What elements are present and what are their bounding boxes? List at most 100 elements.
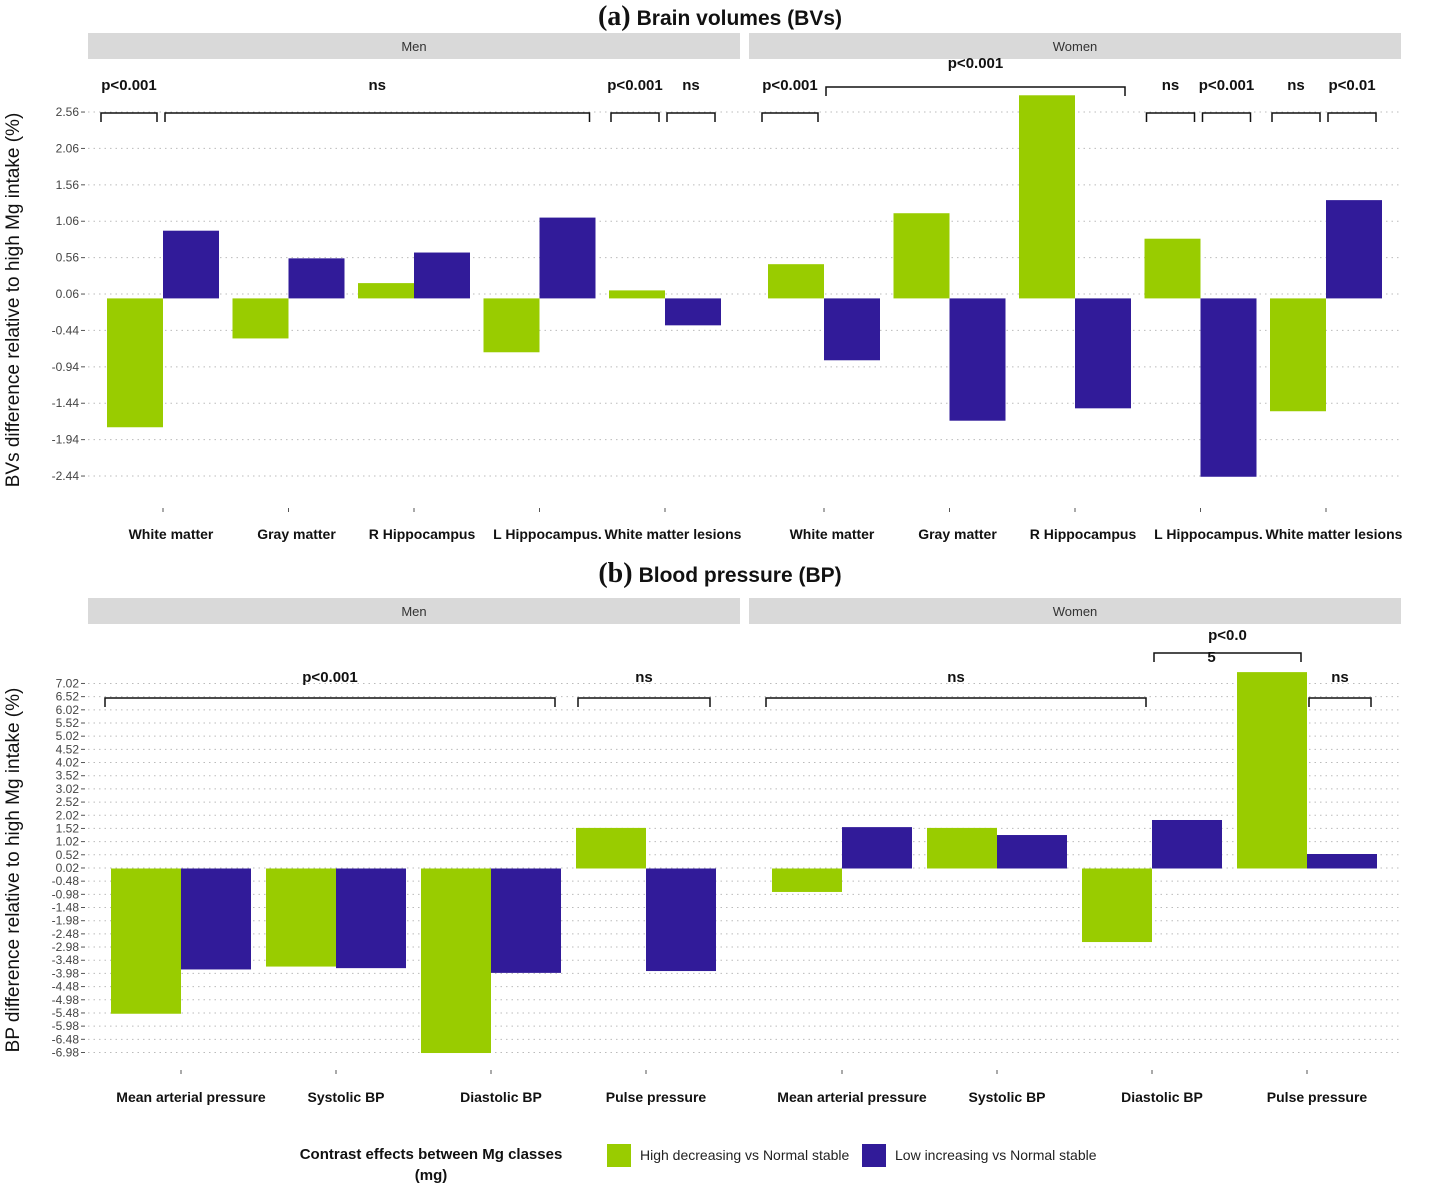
bar-low-increasing [1307,854,1377,869]
panel-b: (b) Blood pressure (BP) BP difference rela… [3,558,1401,1105]
y-tick-label: 0.52 [56,848,80,862]
significance-label: p<0.001 [1199,77,1254,94]
significance-bracket [1153,652,1302,662]
facet-label: Women [1053,39,1098,54]
panel-title-text: Blood pressure (BP) [639,564,842,587]
y-tick-label: 6.52 [56,690,80,704]
y-tick-label: 4.02 [56,756,80,770]
facet-label: Women [1053,604,1098,619]
y-tick-label: -6.48 [52,1032,80,1046]
significance-bracket [164,112,591,122]
significance-label: ns [635,669,653,686]
y-tick-label: 1.02 [56,835,80,849]
bar-low-increasing [1200,298,1257,477]
significance-bracket [1271,112,1321,122]
bar-low-increasing [1152,819,1222,869]
y-axis-label: BVs difference relative to high Mg intak… [3,113,24,488]
legend: Contrast effects between Mg classes (mg) H… [300,1144,1097,1184]
bar-low-increasing [288,258,345,299]
facet-strip [88,33,740,59]
bar-high-decreasing [1237,672,1307,869]
bar-low-increasing [163,230,219,299]
bar-high-decreasing [772,868,842,892]
bar-low-increasing [997,835,1067,869]
y-tick-label: 0.06 [56,287,80,301]
significance-label: ns [947,669,965,686]
x-tick-label: Gray matter [918,526,997,542]
panel-a: (a) Brain volumes (BVs) BVs difference rel… [3,1,1403,542]
facet-strip [749,33,1401,59]
bar-high-decreasing [927,827,997,869]
bar-high-decreasing [232,298,289,339]
x-tick-label: White matter [129,526,214,542]
significance-bracket [104,697,556,707]
significance-bracket [1201,112,1252,122]
x-tick-label: Systolic BP [968,1089,1045,1105]
x-tick-label: White matter lesions [605,526,742,542]
significance-bracket [1327,112,1377,122]
panel-title: (a) Brain volumes (BVs) [598,1,842,32]
bar-high-decreasing [768,264,824,299]
x-tick-label: Diastolic BP [1121,1089,1203,1105]
x-tick-label: Pulse pressure [1267,1089,1368,1105]
y-tick-label: -1.94 [52,433,80,447]
bar-high-decreasing [483,298,540,353]
y-tick-label: -0.98 [52,887,80,901]
bar-high-decreasing [609,290,665,299]
y-tick-label: 1.06 [56,214,80,228]
significance-label: ns [1287,77,1305,94]
x-tick-label: Gray matter [257,526,336,542]
y-tick-label: -4.48 [52,980,80,994]
y-tick-label: -1.44 [52,396,80,410]
bar-high-decreasing [893,213,950,299]
legend-entry: Low increasing vs Normal stable [895,1147,1097,1163]
significance-bracket [1145,112,1196,122]
y-tick-label: 1.52 [56,821,80,835]
facet-label: Men [401,39,426,54]
bar-high-decreasing [1270,298,1326,412]
y-tick-label: -2.44 [52,469,80,483]
y-tick-label: 2.52 [56,795,80,809]
x-tick-label: L Hippocampus. [1154,526,1263,542]
significance-label: p<0.0 5 [1207,627,1247,666]
bar-high-decreasing [266,868,336,967]
bar-high-decreasing [421,868,491,1054]
y-tick-label: -0.44 [52,323,80,337]
significance-bracket [666,112,716,122]
legend-title-unit: (mg) [415,1167,448,1184]
bar-low-increasing [646,868,716,972]
significance-bracket [765,697,1147,707]
bar-low-increasing [949,298,1006,421]
significance-label: p<0.001 [762,77,817,94]
facet-strip [88,598,740,624]
significance-label: ns [368,77,386,94]
significance-label: ns [682,77,700,94]
significance-label: p<0.001 [302,669,357,686]
y-tick-label: 3.02 [56,782,80,796]
significance-label: ns [1162,77,1180,94]
y-tick-label: -2.48 [52,927,80,941]
bar-high-decreasing [358,283,414,299]
legend-swatch [862,1144,886,1167]
y-tick-label: -6.98 [52,1045,80,1059]
bar-high-decreasing [107,298,163,428]
y-tick-label: 6.02 [56,703,80,717]
y-tick-label: 2.02 [56,808,80,822]
y-tick-label: 5.02 [56,729,80,743]
x-tick-label: Systolic BP [307,1089,384,1105]
panel-label: (b) [598,558,632,589]
bar-low-increasing [1326,200,1382,299]
facet-strip [749,598,1401,624]
significance-bracket [825,86,1126,96]
bar-low-increasing [336,868,406,969]
y-tick-label: -1.98 [52,914,80,928]
x-tick-label: Mean arterial pressure [116,1089,266,1105]
x-tick-label: R Hippocampus [1030,526,1137,542]
bar-high-decreasing [576,827,646,869]
y-tick-label: 0.02 [56,861,80,875]
significance-label: p<0.001 [101,77,156,94]
bar-high-decreasing [1144,238,1201,299]
y-tick-label: -1.48 [52,901,80,915]
y-tick-label: -5.48 [52,1006,80,1020]
